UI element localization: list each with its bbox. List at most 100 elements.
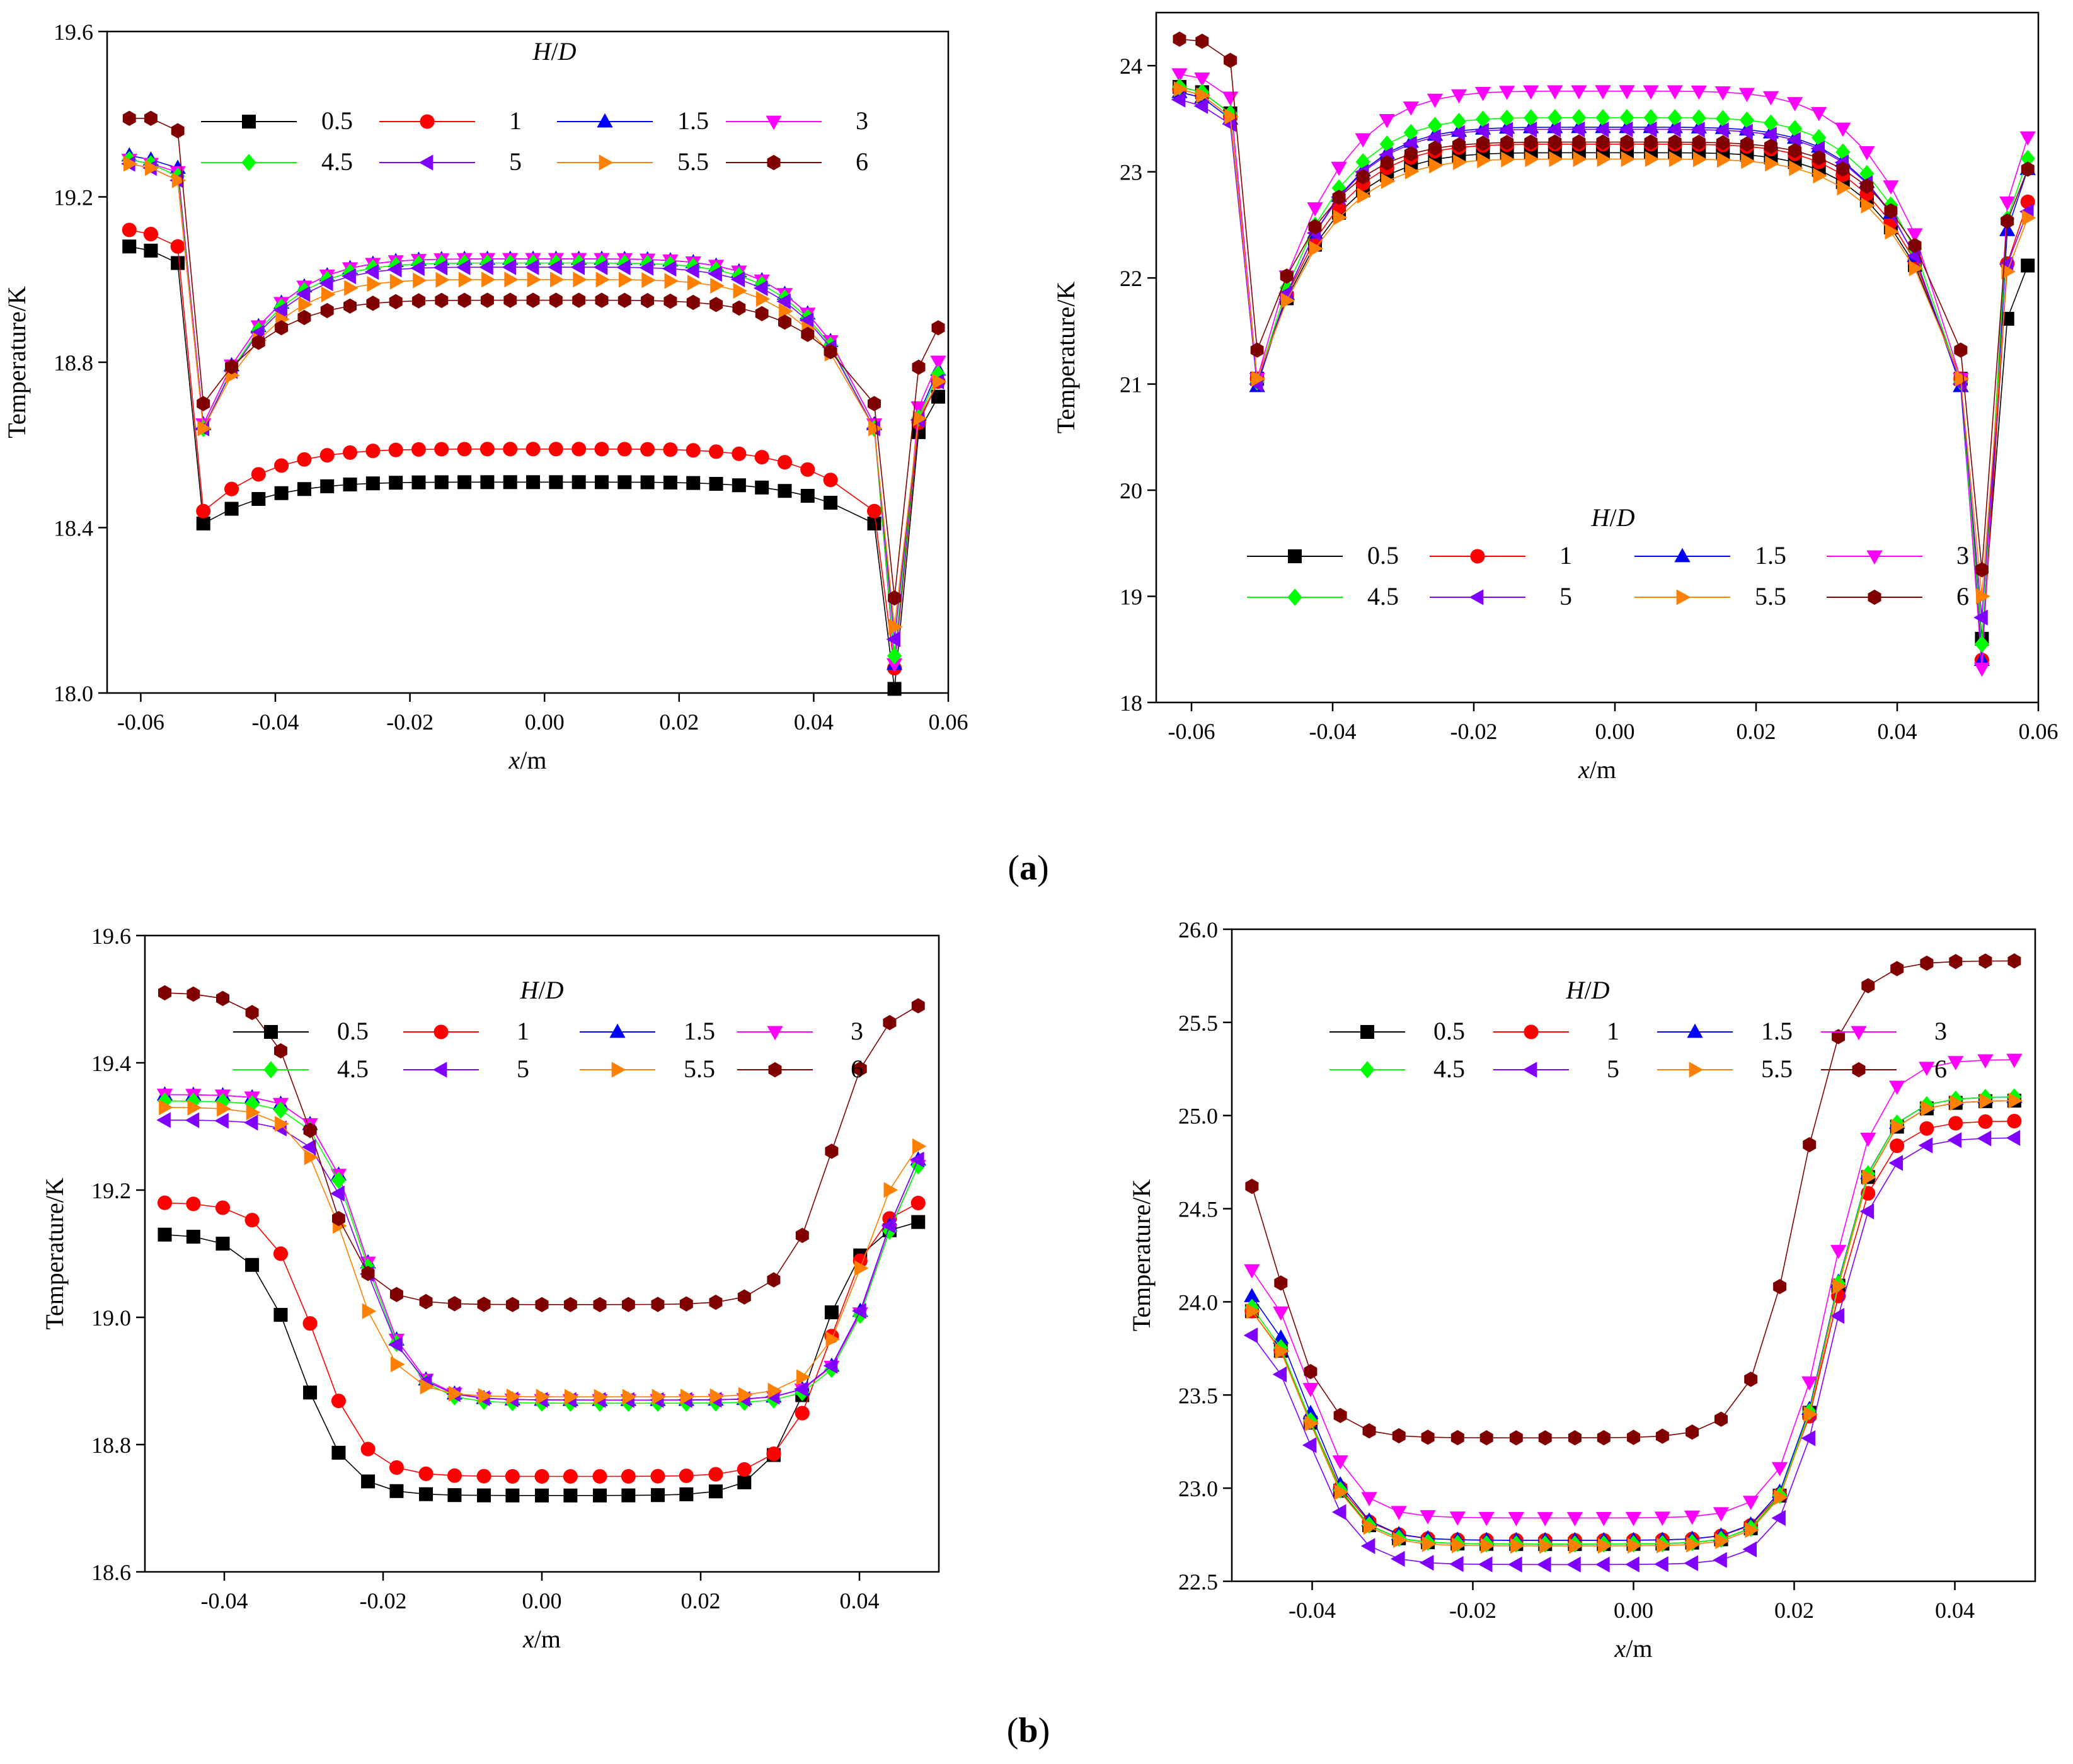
data-point-0.5 <box>251 492 266 507</box>
legend-marker-1.5 <box>597 113 613 128</box>
data-point-3 <box>1786 97 1803 112</box>
series-line-1.5 <box>1179 91 2028 660</box>
data-point-5.5 <box>1668 151 1684 168</box>
data-point-5.5 <box>595 272 611 288</box>
data-point-6 <box>825 1143 839 1159</box>
data-point-1 <box>505 1469 520 1484</box>
data-point-5.5 <box>1539 1538 1554 1554</box>
data-point-0.5 <box>708 1484 723 1499</box>
data-point-3 <box>1883 180 1899 195</box>
data-point-1 <box>795 1406 810 1421</box>
y-tick-label: 19.4 <box>91 1051 131 1076</box>
data-point-5 <box>730 271 745 288</box>
data-point-3 <box>1762 91 1779 106</box>
data-point-6 <box>1685 1424 1699 1440</box>
data-point-5.5 <box>1393 1532 1408 1549</box>
series-line-3 <box>129 159 939 665</box>
data-point-5 <box>433 259 448 276</box>
data-point-5.5 <box>1774 1489 1788 1506</box>
data-point-5 <box>273 302 287 318</box>
data-point-0.5 <box>505 1488 520 1503</box>
data-point-6 <box>245 1005 259 1021</box>
data-point-5.5 <box>912 410 927 427</box>
legend-label-3: 3 <box>1956 541 1969 570</box>
y-tick-label: 23.0 <box>1178 1476 1218 1501</box>
data-point-4.5 <box>331 1171 346 1189</box>
data-point-6 <box>1524 134 1538 150</box>
data-point-1 <box>732 446 747 461</box>
data-point-3 <box>1999 196 2016 211</box>
data-point-0.5 <box>650 1488 665 1503</box>
data-point-5.5 <box>1246 1303 1261 1319</box>
legend-marker-6 <box>1852 1062 1866 1078</box>
data-point-5.5 <box>1891 1118 1905 1135</box>
data-point-5 <box>1522 121 1537 138</box>
y-tick-label: 24 <box>1120 54 1142 79</box>
data-point-5 <box>342 268 356 285</box>
legend: H/D 0.5 1 1.5 3 4.5 5 5.5 6 <box>1247 503 1969 610</box>
data-point-6 <box>2021 161 2035 177</box>
data-point-5.5 <box>1480 1537 1495 1554</box>
data-point-1 <box>571 442 587 457</box>
data-point-3 <box>1684 1510 1701 1525</box>
data-point-1 <box>251 467 266 482</box>
legend-label-5: 5 <box>1559 582 1572 610</box>
data-point-3 <box>1654 1511 1671 1526</box>
data-point-5.5 <box>767 1382 783 1399</box>
data-point-5.5 <box>304 1149 319 1166</box>
data-point-6 <box>1195 33 1209 49</box>
data-point-6 <box>1644 134 1658 150</box>
data-point-5.5 <box>1715 1533 1730 1549</box>
legend-label-5: 5 <box>1607 1055 1619 1083</box>
chart-1: -0.06 -0.04 -0.02 0.00 0.02 0.04 0.06 18.0 18.4 1… <box>3 20 968 774</box>
data-point-1 <box>800 462 815 477</box>
data-point-5.5 <box>1950 1094 1964 1111</box>
data-point-5.5 <box>1979 1093 1994 1109</box>
data-point-6 <box>1620 134 1634 150</box>
data-point-6 <box>343 298 357 314</box>
data-point-5 <box>548 259 562 275</box>
data-point-5.5 <box>1451 1537 1466 1554</box>
data-point-1 <box>170 239 185 254</box>
data-point-6 <box>1500 135 1514 151</box>
data-point-6 <box>679 1296 693 1312</box>
data-point-5 <box>1625 1556 1639 1572</box>
y-tick-label: 18.8 <box>54 350 93 375</box>
data-point-1 <box>525 442 541 457</box>
data-point-5.5 <box>1597 1538 1612 1554</box>
x-tick-label: 0.02 <box>681 1588 721 1613</box>
y-tick-label: 19.6 <box>91 924 131 949</box>
data-point-5.5 <box>1862 1169 1876 1186</box>
data-point-5.5 <box>1510 1538 1525 1554</box>
data-point-5.5 <box>458 272 473 288</box>
data-point-6 <box>1920 955 1934 971</box>
data-point-1 <box>274 458 289 473</box>
data-point-6 <box>1404 146 1418 162</box>
data-point-1 <box>1948 1116 1963 1131</box>
data-point-6 <box>1655 1428 1669 1444</box>
data-point-0.5 <box>617 475 632 490</box>
data-point-6 <box>709 297 723 312</box>
data-point-1.5 <box>1244 1288 1260 1302</box>
data-point-6 <box>732 300 746 316</box>
data-point-5 <box>799 312 814 329</box>
data-point-6 <box>663 294 677 309</box>
data-point-5.5 <box>171 172 187 188</box>
data-point-6 <box>505 1297 519 1312</box>
data-point-1 <box>360 1441 376 1457</box>
legend-label-5.5: 5.5 <box>1755 582 1786 610</box>
legend-marker-1.5 <box>1687 1023 1703 1038</box>
legend-marker-0.5 <box>1288 549 1302 563</box>
data-point-5.5 <box>344 280 359 296</box>
chart-2: -0.06 -0.04 -0.02 0.00 0.02 0.04 0.06 18 19 20 21 2… <box>1052 11 2059 784</box>
data-point-1 <box>476 1469 491 1484</box>
data-point-4.5 <box>1500 109 1515 127</box>
data-point-5.5 <box>1597 151 1612 168</box>
data-point-6 <box>1452 137 1466 153</box>
data-point-6 <box>412 293 425 309</box>
data-point-6 <box>563 1297 577 1312</box>
data-point-3 <box>1977 1054 1994 1069</box>
data-point-5 <box>1449 1555 1464 1572</box>
data-point-0.5 <box>621 1488 636 1503</box>
data-point-5 <box>1830 1308 1844 1324</box>
